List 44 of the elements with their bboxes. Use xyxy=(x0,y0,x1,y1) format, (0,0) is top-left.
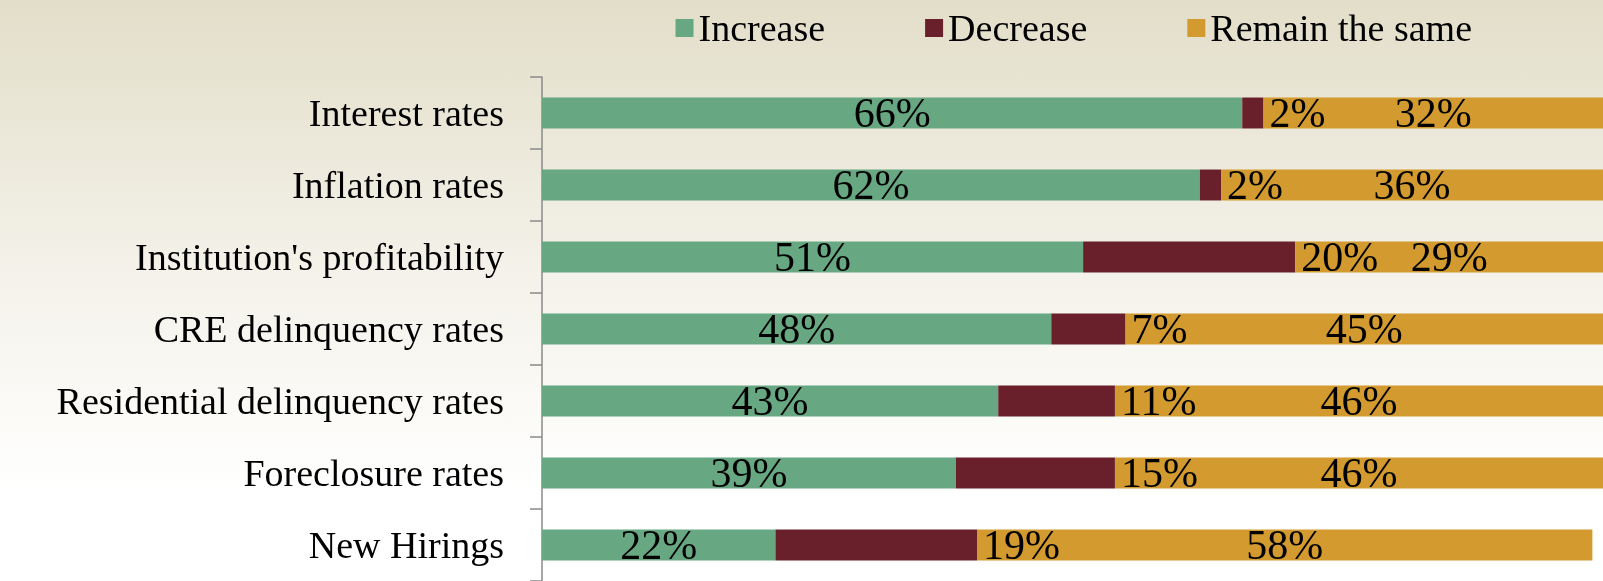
data-label: 46% xyxy=(1320,450,1398,496)
bar xyxy=(542,241,1084,273)
data-label: 66% xyxy=(853,90,931,136)
data-label: 15% xyxy=(1120,450,1198,496)
bar xyxy=(542,457,956,489)
data-label: 58% xyxy=(1246,522,1324,568)
legend-label: Increase xyxy=(698,7,826,49)
data-label: 48% xyxy=(758,306,836,352)
data-label: 32% xyxy=(1394,90,1472,136)
data-label: 20% xyxy=(1301,234,1379,280)
y-tick-label: New Hirings xyxy=(308,524,504,566)
data-label: 22% xyxy=(620,522,698,568)
y-tick-label: Residential delinquency rates xyxy=(56,380,504,422)
y-tick-label: Foreclosure rates xyxy=(243,452,504,494)
data-label: 19% xyxy=(983,522,1061,568)
bar xyxy=(542,97,1243,129)
y-tick-label: Inflation rates xyxy=(291,164,504,206)
bar xyxy=(955,457,1115,489)
bar xyxy=(542,313,1052,345)
legend-label: Decrease xyxy=(948,7,1088,49)
data-label: 2% xyxy=(1227,162,1284,208)
y-tick-label: Institution's profitability xyxy=(135,236,504,278)
bar xyxy=(1199,169,1222,201)
bar xyxy=(542,385,999,417)
bar xyxy=(775,529,978,561)
legend-label: Remain the same xyxy=(1210,7,1473,49)
y-tick-label: Interest rates xyxy=(308,92,504,134)
bar xyxy=(1083,241,1296,273)
y-tick-label: CRE delinquency rates xyxy=(153,308,504,350)
data-label: 2% xyxy=(1269,90,1326,136)
data-label: 36% xyxy=(1373,162,1451,208)
bar xyxy=(542,169,1200,201)
data-label: 7% xyxy=(1131,306,1188,352)
bar xyxy=(998,385,1115,417)
data-label: 46% xyxy=(1320,378,1398,424)
data-label: 43% xyxy=(731,378,809,424)
data-label: 45% xyxy=(1325,306,1403,352)
data-label: 29% xyxy=(1410,234,1488,280)
bar xyxy=(1051,313,1126,345)
data-label: 39% xyxy=(710,450,788,496)
data-label: 51% xyxy=(774,234,852,280)
bar xyxy=(1242,97,1264,129)
data-label: 11% xyxy=(1120,378,1197,424)
data-label: 62% xyxy=(832,162,910,208)
